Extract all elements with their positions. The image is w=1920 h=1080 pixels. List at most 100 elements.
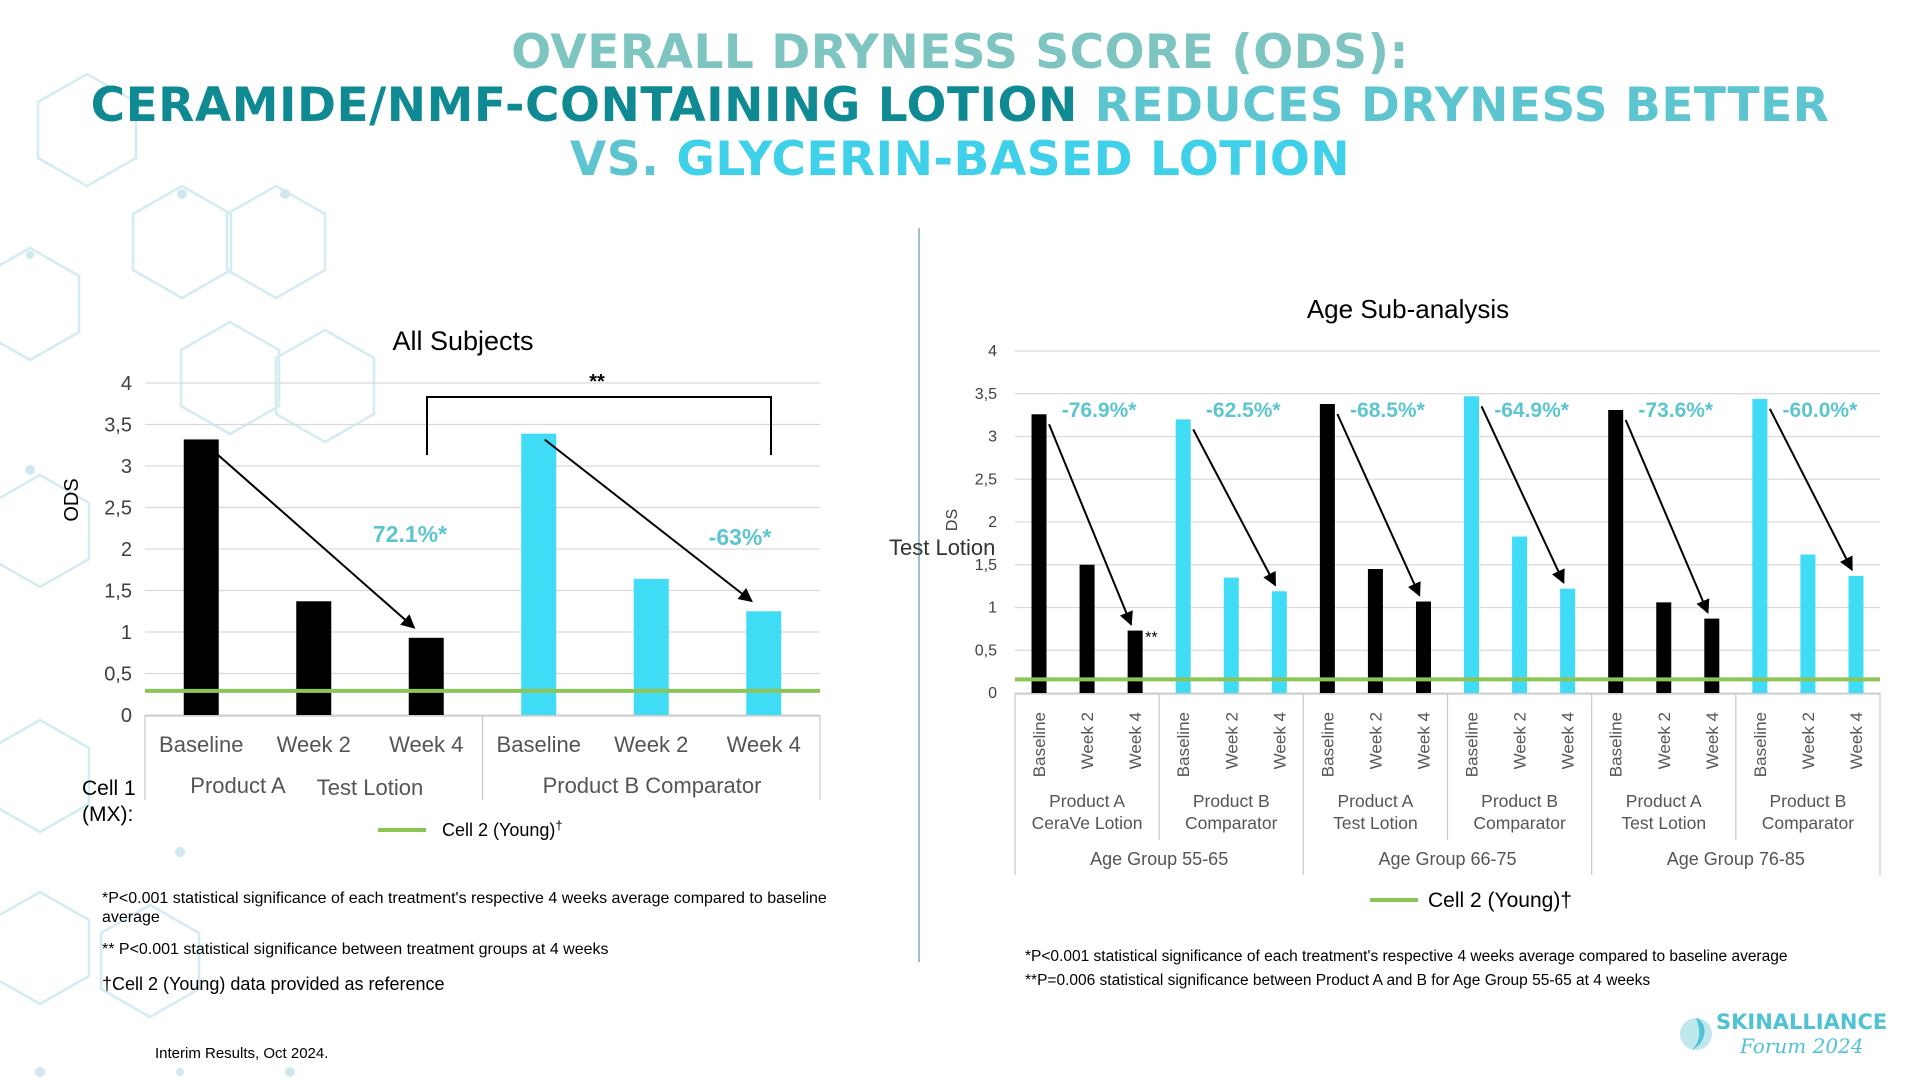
chart-b-subcategory-label: Week 2 — [1222, 712, 1241, 769]
chart-b-bar — [1319, 404, 1335, 693]
chart-a-arrow — [206, 444, 416, 629]
chart-b-bar — [1560, 588, 1576, 693]
chart-b-bar — [1464, 396, 1480, 693]
title-line-3: VS. GLYCERIN-BASED LOTION — [0, 132, 1920, 187]
title-line-2-emphasis: CERAMIDE/NMF-CONTAINING LOTION — [90, 78, 1078, 133]
chart-a-category-label: Baseline — [159, 732, 243, 757]
chart-b-change-label: -60.0%* — [1783, 399, 1859, 422]
chart-b-bar — [1656, 602, 1672, 693]
chart-a-category-label: Week 4 — [389, 732, 463, 757]
chart-b-subcategory-label: Baseline — [1030, 712, 1049, 777]
logo-name: SKINALLIANCE — [1716, 1010, 1888, 1034]
title-line-3-vs: VS. — [569, 132, 677, 187]
chart-b-bar — [1367, 569, 1383, 693]
chart-b-bar — [1223, 577, 1239, 693]
chart-b-bar — [1127, 630, 1143, 693]
chart-b-arrow — [1192, 428, 1277, 587]
chart-b-overlay-label: Test Lotion — [889, 535, 995, 560]
chart-a-legend-name: Cell 2 (Young) — [442, 820, 555, 840]
chart-b-age-group-label: Age Group 76-85 — [1667, 849, 1805, 869]
chart-a-ytick: 2 — [121, 539, 132, 561]
chart-b-bar — [1415, 601, 1431, 693]
chart-b-change-label: -73.6%* — [1638, 399, 1714, 422]
chart-b-bar — [1512, 536, 1528, 693]
panel-divider — [918, 228, 920, 962]
chart-b-product-sublabel: Comparator — [1762, 813, 1855, 833]
left-footnote-2: ** P<0.001 statistical significance betw… — [102, 941, 609, 958]
chart-b-ytick: 0,5 — [975, 642, 997, 659]
chart-b-ytick: 2 — [988, 514, 997, 531]
title-line-2: CERAMIDE/NMF-CONTAINING LOTION REDUCES D… — [0, 78, 1920, 133]
chart-b-ytick: 3 — [988, 429, 997, 446]
chart-b-bar — [1271, 591, 1287, 693]
chart-a-row-label-mx: (MX): — [82, 803, 133, 826]
chart-b-week4-significance: ** — [1145, 630, 1157, 647]
chart-b-ytick: 3,5 — [975, 386, 997, 403]
chart-b-change-label: -76.9%* — [1062, 399, 1138, 422]
chart-b-bar — [1704, 618, 1720, 693]
chart-b-product-label: Product A — [1049, 791, 1125, 811]
chart-b-arrow — [1480, 405, 1565, 584]
chart-a-legend-marker: † — [555, 818, 562, 833]
chart-b-bar — [1752, 398, 1768, 693]
interim-results-note: Interim Results, Oct 2024. — [155, 1045, 329, 1062]
chart-b-product-sublabel: Test Lotion — [1621, 813, 1706, 833]
chart-b-product-label: Product A — [1337, 791, 1413, 811]
chart-a-change-label: 72.1%* — [373, 521, 447, 547]
title-line-2-rest: REDUCES DRYNESS BETTER — [1077, 78, 1830, 133]
chart-b-change-label: -64.9%* — [1494, 399, 1570, 422]
chart-a-ytick: 2,5 — [104, 498, 132, 520]
chart-b-ytick: 1 — [988, 600, 997, 617]
chart-a-category-label: Week 2 — [277, 732, 351, 757]
chart-a-arrow — [544, 438, 753, 603]
right-footnote-2: **P=0.006 statistical significance betwe… — [1025, 972, 1651, 989]
chart-b-subcategory-label: Week 4 — [1703, 712, 1722, 769]
chart-b-age-group-label: Age Group 66-75 — [1378, 849, 1516, 869]
chart-b-subcategory-label: Week 4 — [1559, 712, 1578, 769]
chart-a-ytick: 0 — [121, 705, 132, 727]
chart-b-title: Age Sub-analysis — [1307, 294, 1509, 324]
chart-a-group-label-product-a: Product A — [190, 773, 286, 798]
chart-b-subcategory-label: Week 4 — [1270, 712, 1289, 769]
chart-b-subcategory-label: Baseline — [1318, 712, 1337, 777]
chart-b-subcategory-label: Week 2 — [1366, 712, 1385, 769]
chart-b-subcategory-label: Week 4 — [1126, 712, 1145, 769]
chart-b-bar — [1079, 564, 1095, 693]
chart-b-bar — [1031, 414, 1047, 693]
chart-a-ytick: 4 — [121, 373, 132, 395]
chart-a-change-label: -63%* — [709, 524, 772, 550]
chart-b-bar — [1848, 575, 1864, 693]
chart-b-subcategory-label: Week 2 — [1799, 712, 1818, 769]
chart-b-ylabel: DS — [944, 509, 961, 531]
chart-a-significance-mark: ** — [589, 371, 605, 393]
chart-a-bar — [183, 439, 219, 715]
left-footnote-3: †Cell 2 (Young) data provided as referen… — [102, 974, 445, 994]
chart-b-bar — [1175, 419, 1191, 693]
chart-a-category-label: Week 4 — [727, 732, 801, 757]
chart-a-title: All Subjects — [392, 326, 533, 356]
chart-a-legend-label: Cell 2 (Young)† — [442, 818, 563, 840]
right-footnote-1: *P<0.001 statistical significance of eac… — [1025, 948, 1788, 965]
chart-b-product-label: Product B — [1193, 791, 1270, 811]
chart-b-ytick: 4 — [988, 343, 997, 360]
chart-a-bar — [521, 433, 557, 715]
chart-b-change-label: -68.5%* — [1350, 399, 1426, 422]
chart-b-change-label: -62.5%* — [1206, 399, 1282, 422]
chart-b-legend-label: Cell 2 (Young)† — [1428, 889, 1572, 912]
chart-b-subcategory-label: Baseline — [1174, 712, 1193, 777]
chart-a-group-label-test-lotion: Test Lotion — [317, 775, 423, 800]
left-footnote-1: *P<0.001 statistical significance of eac… — [102, 890, 827, 926]
chart-b-subcategory-label: Week 4 — [1847, 712, 1866, 769]
chart-a-ytick: 1,5 — [104, 581, 132, 603]
chart-a-group-label-product-b: Product B Comparator — [543, 773, 762, 798]
chart-b-subcategory-label: Week 2 — [1078, 712, 1097, 769]
chart-a-ytick: 3,5 — [104, 415, 132, 437]
chart-a-bar — [408, 637, 444, 715]
chart-a-bar — [746, 611, 782, 715]
chart-b-ytick: 2,5 — [975, 471, 997, 488]
skinalliance-logo-icon — [1680, 1018, 1712, 1050]
chart-b-product-label: Product B — [1769, 791, 1846, 811]
skinalliance-logo: SKINALLIANCE Forum 2024 — [1678, 1008, 1898, 1068]
